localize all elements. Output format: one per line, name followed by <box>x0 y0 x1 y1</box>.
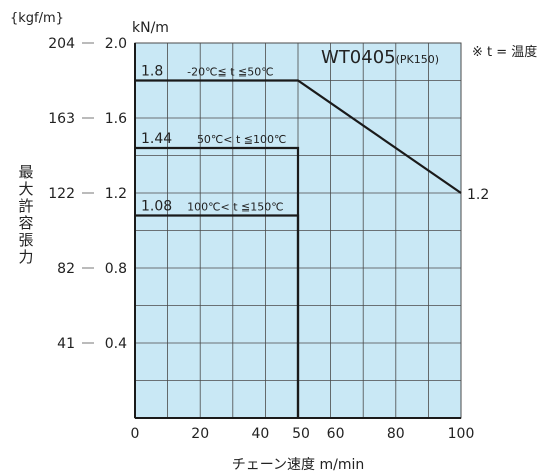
series-group <box>135 79 462 418</box>
series-value-label: 1.8 <box>141 64 163 80</box>
chart-title-main: WT0405 <box>321 47 396 68</box>
series-end-label: 1.2 <box>467 187 489 203</box>
labels: 1.8 -20℃≦ t ≦50℃ 1.2 1.44 50℃< t ≦100℃ 1.08 10… <box>141 64 489 215</box>
y-unit-secondary: {kgf/m} <box>10 11 64 26</box>
series-value-label: 1.08 <box>141 199 172 215</box>
y-axis-label-char: 大 <box>18 180 33 198</box>
y-axis-label-char: 張 <box>18 231 33 249</box>
series-line <box>135 79 462 194</box>
x-tick-label: 50 <box>292 426 310 442</box>
y-axis-label-char: 力 <box>18 248 33 266</box>
chart-title-suffix: (PK150) <box>396 53 439 66</box>
y-axis-label-char: 許 <box>18 197 33 215</box>
x-tick-label: 0 <box>131 426 140 442</box>
y2-tick-label: 82 <box>57 261 75 277</box>
x-tick-label: 60 <box>327 426 345 442</box>
y-unit-primary: kN/m <box>132 20 169 36</box>
y-tick-label: 1.6 <box>105 111 127 127</box>
x-tick-label: 20 <box>191 426 209 442</box>
y-tick-label: 0.8 <box>105 261 127 277</box>
y-tick-label: 1.2 <box>105 186 127 202</box>
x-tick-label: 80 <box>387 426 405 442</box>
y-tick-label: 0.4 <box>105 336 127 352</box>
series-value-label: 1.44 <box>141 131 172 147</box>
note: ※ t = 温度 <box>472 44 537 60</box>
series-name-label: 100℃< t ≦150℃ <box>187 201 283 214</box>
y-axis-label-char: 最 <box>18 163 33 181</box>
y2-tick-label: 204 <box>48 36 75 52</box>
series-name-label: -20℃≦ t ≦50℃ <box>187 66 273 79</box>
x-tick-label: 100 <box>448 426 475 442</box>
axes: 0 20 40 50 60 80 100 0.4 0.8 1.2 1.6 2.0 41 82 122 163 2… <box>48 36 474 442</box>
y2-tick-label: 163 <box>48 111 75 127</box>
y-axis-label: 最大許容張力 <box>18 163 33 266</box>
chart-title: WT0405(PK150) <box>321 47 439 68</box>
y-axis-label-char: 容 <box>18 214 33 232</box>
y2-tick-label: 41 <box>57 336 75 352</box>
x-tick-label: 40 <box>251 426 269 442</box>
y2-tick-label: 122 <box>48 186 75 202</box>
series-name-label: 50℃< t ≦100℃ <box>197 133 286 146</box>
y-tick-label: 2.0 <box>105 36 127 52</box>
x-axis-label: チェーン速度 m/min <box>232 457 365 473</box>
series-line <box>135 214 300 418</box>
